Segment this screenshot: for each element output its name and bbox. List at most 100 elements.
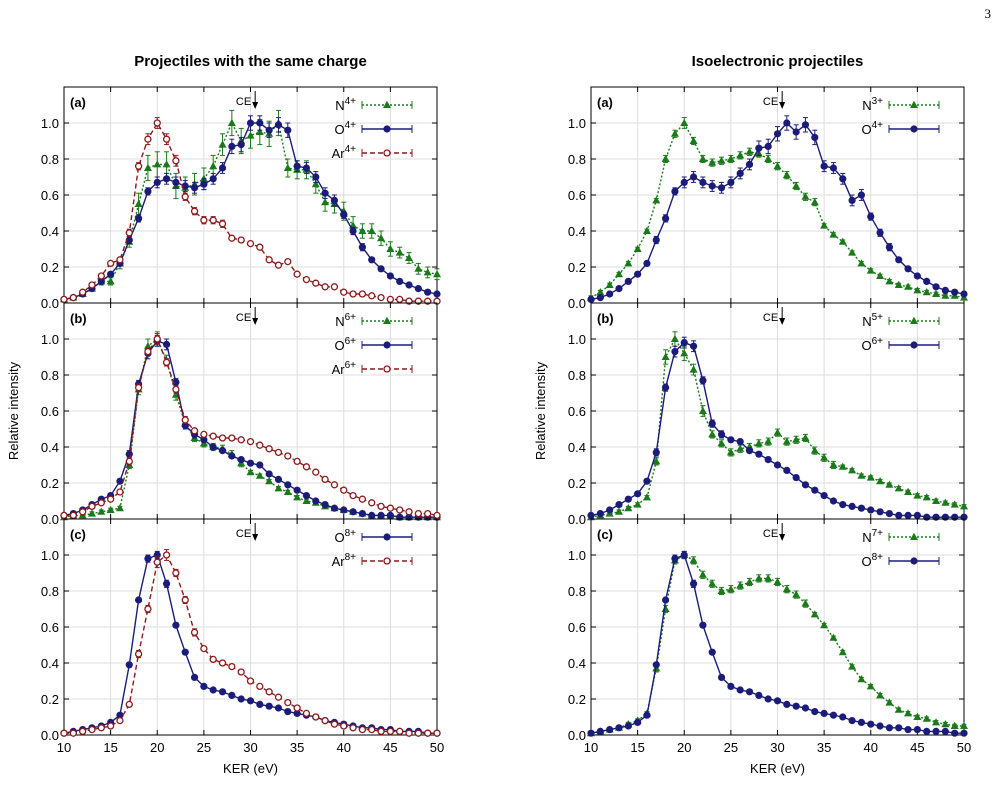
data-point — [153, 119, 161, 127]
data-point — [857, 504, 866, 512]
y-tick-label: 1.0 — [568, 116, 586, 131]
data-point — [885, 277, 894, 285]
panel: 0.0 0.2 0.4 0.6 0.8 1.0 (a) CE N3+ O4+ — [568, 86, 968, 311]
data-point — [386, 244, 395, 252]
data-point — [932, 727, 940, 736]
data-point — [405, 253, 414, 261]
data-point — [330, 283, 339, 291]
data-point — [783, 466, 791, 474]
data-point — [172, 378, 180, 386]
data-point — [904, 282, 913, 290]
ce-label: CE — [236, 528, 251, 540]
data-point — [717, 430, 726, 438]
data-point — [237, 668, 245, 676]
data-point — [144, 347, 152, 356]
data-point — [405, 281, 413, 289]
data-point — [960, 729, 968, 737]
data-point — [885, 509, 894, 518]
panel: 0.0 0.2 0.4 0.6 0.8 1.0 (b) CE N5+ O6+ — [568, 302, 968, 527]
data-point — [876, 508, 884, 516]
ce-arrowhead — [252, 318, 259, 325]
data-point — [941, 727, 949, 736]
data-point — [274, 704, 283, 712]
data-point — [321, 189, 329, 197]
data-point — [246, 697, 255, 705]
data-point — [764, 695, 772, 703]
data-point — [614, 507, 623, 515]
data-point — [671, 348, 679, 356]
data-point — [736, 444, 745, 452]
data-point — [302, 463, 311, 471]
x-axis-label: KER (eV) — [223, 761, 278, 776]
data-point — [829, 164, 838, 172]
data-point — [885, 243, 894, 251]
data-point — [913, 726, 921, 734]
data-point — [652, 196, 661, 204]
data-point — [218, 140, 227, 148]
data-point — [69, 729, 77, 737]
data-point — [97, 277, 105, 285]
data-point — [624, 722, 632, 730]
data-point — [745, 447, 754, 455]
data-point — [134, 199, 143, 207]
data-point — [820, 453, 829, 461]
data-point — [265, 256, 273, 264]
data-point — [755, 144, 763, 152]
data-point — [143, 163, 152, 171]
data-point — [801, 192, 810, 200]
data-point — [172, 178, 180, 186]
data-point — [218, 434, 227, 442]
data-point — [829, 711, 838, 719]
legend-marker — [910, 100, 918, 108]
series-O-8+ — [587, 550, 968, 737]
data-point — [764, 437, 773, 445]
y-tick-label: 1.0 — [568, 548, 586, 563]
y-tick-label: 0.4 — [568, 224, 586, 239]
data-point — [839, 713, 847, 721]
x-tick-label: 40 — [864, 740, 878, 755]
data-point — [284, 126, 292, 134]
data-point — [717, 156, 726, 164]
data-point — [634, 490, 642, 498]
data-point — [405, 729, 413, 737]
data-point — [689, 136, 698, 144]
data-point — [829, 497, 838, 505]
data-point — [265, 688, 273, 696]
data-point — [895, 511, 903, 519]
series-O-6+ — [587, 336, 968, 521]
data-point — [135, 596, 143, 604]
data-point — [162, 358, 171, 367]
data-point — [368, 292, 376, 300]
data-point — [642, 493, 651, 501]
data-point — [349, 227, 357, 235]
x-tick-label: 25 — [724, 740, 738, 755]
data-point — [377, 727, 385, 736]
data-point — [857, 718, 866, 727]
data-point — [773, 461, 782, 469]
y-tick-label: 1.0 — [41, 548, 59, 563]
data-point — [829, 460, 838, 468]
data-point — [615, 285, 623, 293]
data-point — [190, 184, 199, 192]
data-point — [330, 720, 339, 728]
data-point — [745, 688, 754, 696]
series-Ar-4+ — [60, 117, 441, 305]
data-point — [237, 436, 245, 444]
data-point — [340, 211, 348, 219]
data-point — [652, 457, 661, 465]
data-point — [377, 502, 385, 511]
data-point — [265, 470, 273, 478]
data-point — [773, 428, 782, 436]
panel: 0.0 0.2 0.4 0.6 0.8 1.0 10 15 20 25 30 35 40 45 50 KER … — [41, 518, 444, 776]
y-tick-label: 0.2 — [568, 476, 586, 491]
data-point — [923, 277, 931, 285]
data-point — [312, 279, 320, 287]
data-point — [144, 135, 152, 143]
data-point — [661, 154, 670, 162]
data-point — [349, 491, 357, 500]
data-point — [894, 280, 903, 288]
data-point — [284, 698, 292, 707]
data-point — [866, 473, 875, 481]
data-point — [265, 445, 273, 453]
page-number: 3 — [984, 6, 992, 21]
